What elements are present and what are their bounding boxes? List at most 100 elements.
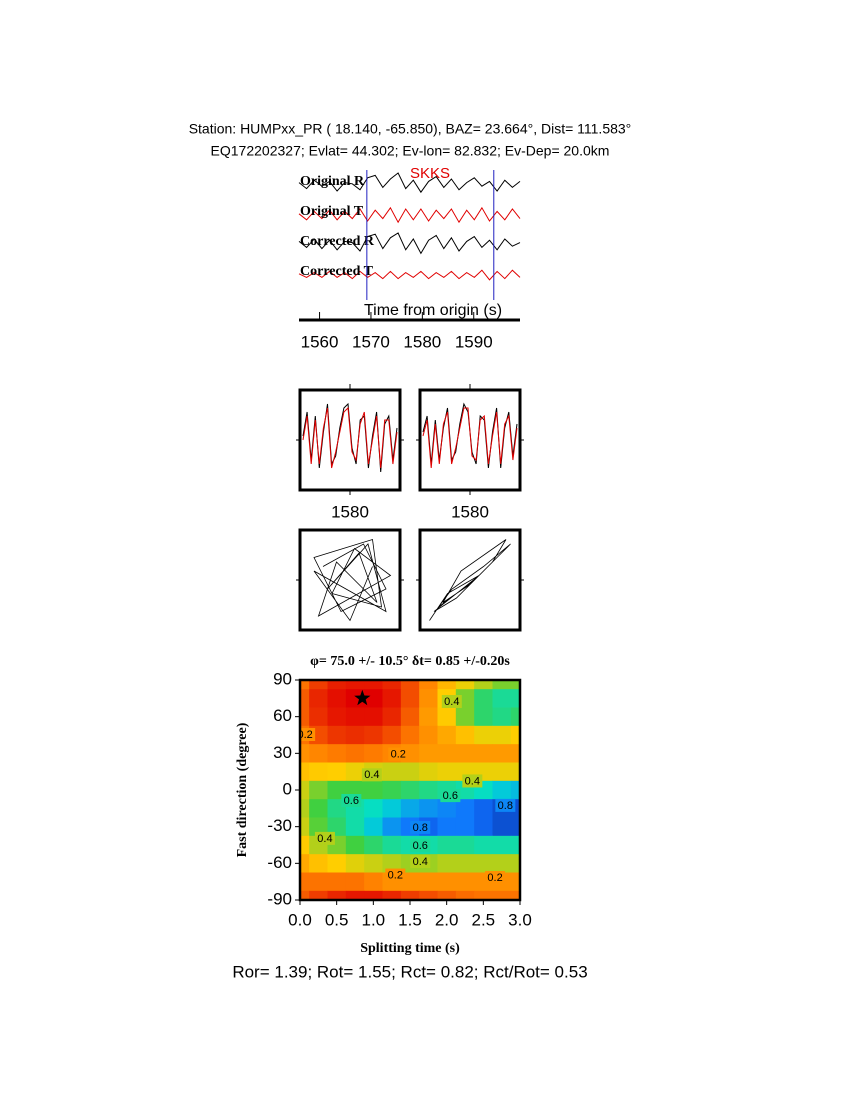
contour-label-box bbox=[410, 820, 431, 834]
contour-label: 0.2 bbox=[388, 869, 403, 881]
field-cell bbox=[437, 890, 457, 900]
y-tick-label: -60 bbox=[267, 853, 292, 872]
x-tick-label: 1560 bbox=[301, 332, 339, 351]
field-cell bbox=[364, 744, 383, 763]
contour-label: 0.2 bbox=[487, 872, 502, 884]
x-tick-label: 1580 bbox=[451, 502, 489, 521]
field-cell bbox=[327, 707, 347, 727]
field-cell bbox=[300, 707, 310, 727]
field-cell bbox=[455, 707, 475, 727]
field-cell bbox=[437, 799, 457, 818]
field-cell bbox=[510, 817, 520, 837]
field-cell bbox=[419, 744, 438, 763]
field-cell bbox=[474, 835, 493, 855]
field-cell bbox=[400, 872, 420, 892]
field-cell bbox=[382, 707, 402, 727]
field-cell bbox=[419, 707, 438, 727]
field-cell bbox=[345, 817, 365, 837]
field-cell bbox=[327, 725, 347, 745]
field-cell bbox=[364, 799, 383, 818]
field-cell bbox=[510, 744, 520, 763]
field-cell bbox=[327, 762, 347, 782]
field-cell bbox=[345, 707, 365, 727]
field-cell bbox=[400, 680, 420, 690]
field-cell bbox=[419, 725, 438, 745]
field-cell bbox=[345, 762, 365, 782]
field-cell bbox=[437, 817, 457, 837]
contour-label-box bbox=[385, 868, 406, 882]
field-cell bbox=[382, 854, 402, 873]
field-cell bbox=[382, 689, 402, 708]
field-cell bbox=[419, 799, 438, 818]
field-cell bbox=[492, 854, 512, 873]
trace-label: Original R bbox=[300, 174, 365, 189]
field-cell bbox=[382, 835, 402, 855]
trace bbox=[298, 232, 521, 255]
trace bbox=[298, 172, 521, 194]
field-cell bbox=[474, 854, 493, 873]
field-cell bbox=[309, 680, 328, 690]
field-cell bbox=[400, 890, 420, 900]
field-cell bbox=[437, 854, 457, 873]
field-cell bbox=[364, 872, 383, 892]
field-cell bbox=[510, 872, 520, 892]
field-cell bbox=[327, 744, 347, 763]
field-cell bbox=[492, 762, 512, 782]
contour-label: 0.6 bbox=[443, 790, 458, 802]
trace bbox=[298, 269, 521, 281]
field-cell bbox=[382, 762, 402, 782]
x-tick-label: 1580 bbox=[403, 332, 441, 351]
field-cell bbox=[492, 707, 512, 727]
field-cell bbox=[327, 872, 347, 892]
trace-label: Corrected T bbox=[300, 264, 374, 279]
x-tick-label: 1590 bbox=[455, 332, 493, 351]
field-cell bbox=[510, 780, 520, 800]
contour-label-box bbox=[462, 774, 483, 788]
field-cell bbox=[327, 680, 347, 690]
x-tick-label: 0.0 bbox=[288, 910, 312, 929]
field-cell bbox=[455, 680, 475, 690]
field-cell bbox=[345, 835, 365, 855]
field-cell bbox=[492, 890, 512, 900]
field-cell bbox=[400, 707, 420, 727]
field-cell bbox=[455, 835, 475, 855]
contour-label: 0.4 bbox=[444, 696, 459, 708]
contour-label-box bbox=[440, 789, 461, 803]
field-cell bbox=[382, 890, 402, 900]
particle-motion bbox=[429, 539, 511, 621]
contour-label-box bbox=[410, 855, 431, 869]
field-cell bbox=[419, 780, 438, 800]
field-cell bbox=[474, 707, 493, 727]
field-cell bbox=[492, 780, 512, 800]
field-cell bbox=[364, 817, 383, 837]
field-cell bbox=[300, 762, 310, 782]
trace bbox=[302, 406, 398, 469]
field-cell bbox=[327, 689, 347, 708]
field-cell bbox=[327, 890, 347, 900]
field-cell bbox=[309, 744, 328, 763]
field-cell bbox=[474, 680, 493, 690]
field-cell bbox=[364, 890, 383, 900]
contour-label: 0.8 bbox=[413, 822, 428, 834]
field-cell bbox=[437, 680, 457, 690]
field-cell bbox=[437, 744, 457, 763]
contour-label-box bbox=[314, 831, 335, 845]
contour-label-box bbox=[441, 695, 462, 708]
contour-label: 0.6 bbox=[344, 795, 359, 807]
field-cell bbox=[419, 680, 438, 690]
x-tick-label: 1580 bbox=[331, 502, 369, 521]
field-cell bbox=[437, 725, 457, 745]
field-cell bbox=[382, 725, 402, 745]
field-cell bbox=[510, 854, 520, 873]
field-cell bbox=[364, 680, 383, 690]
field-cell bbox=[300, 835, 310, 855]
contour-label-box bbox=[361, 768, 382, 782]
contour-label: 0.4 bbox=[413, 856, 428, 868]
field-cell bbox=[419, 890, 438, 900]
y-axis-label: Fast direction (degree) bbox=[235, 722, 250, 857]
field-cell bbox=[364, 707, 383, 727]
field-cell bbox=[364, 780, 383, 800]
field-cell bbox=[474, 689, 493, 708]
field-cell bbox=[300, 872, 310, 892]
trace bbox=[298, 206, 521, 224]
